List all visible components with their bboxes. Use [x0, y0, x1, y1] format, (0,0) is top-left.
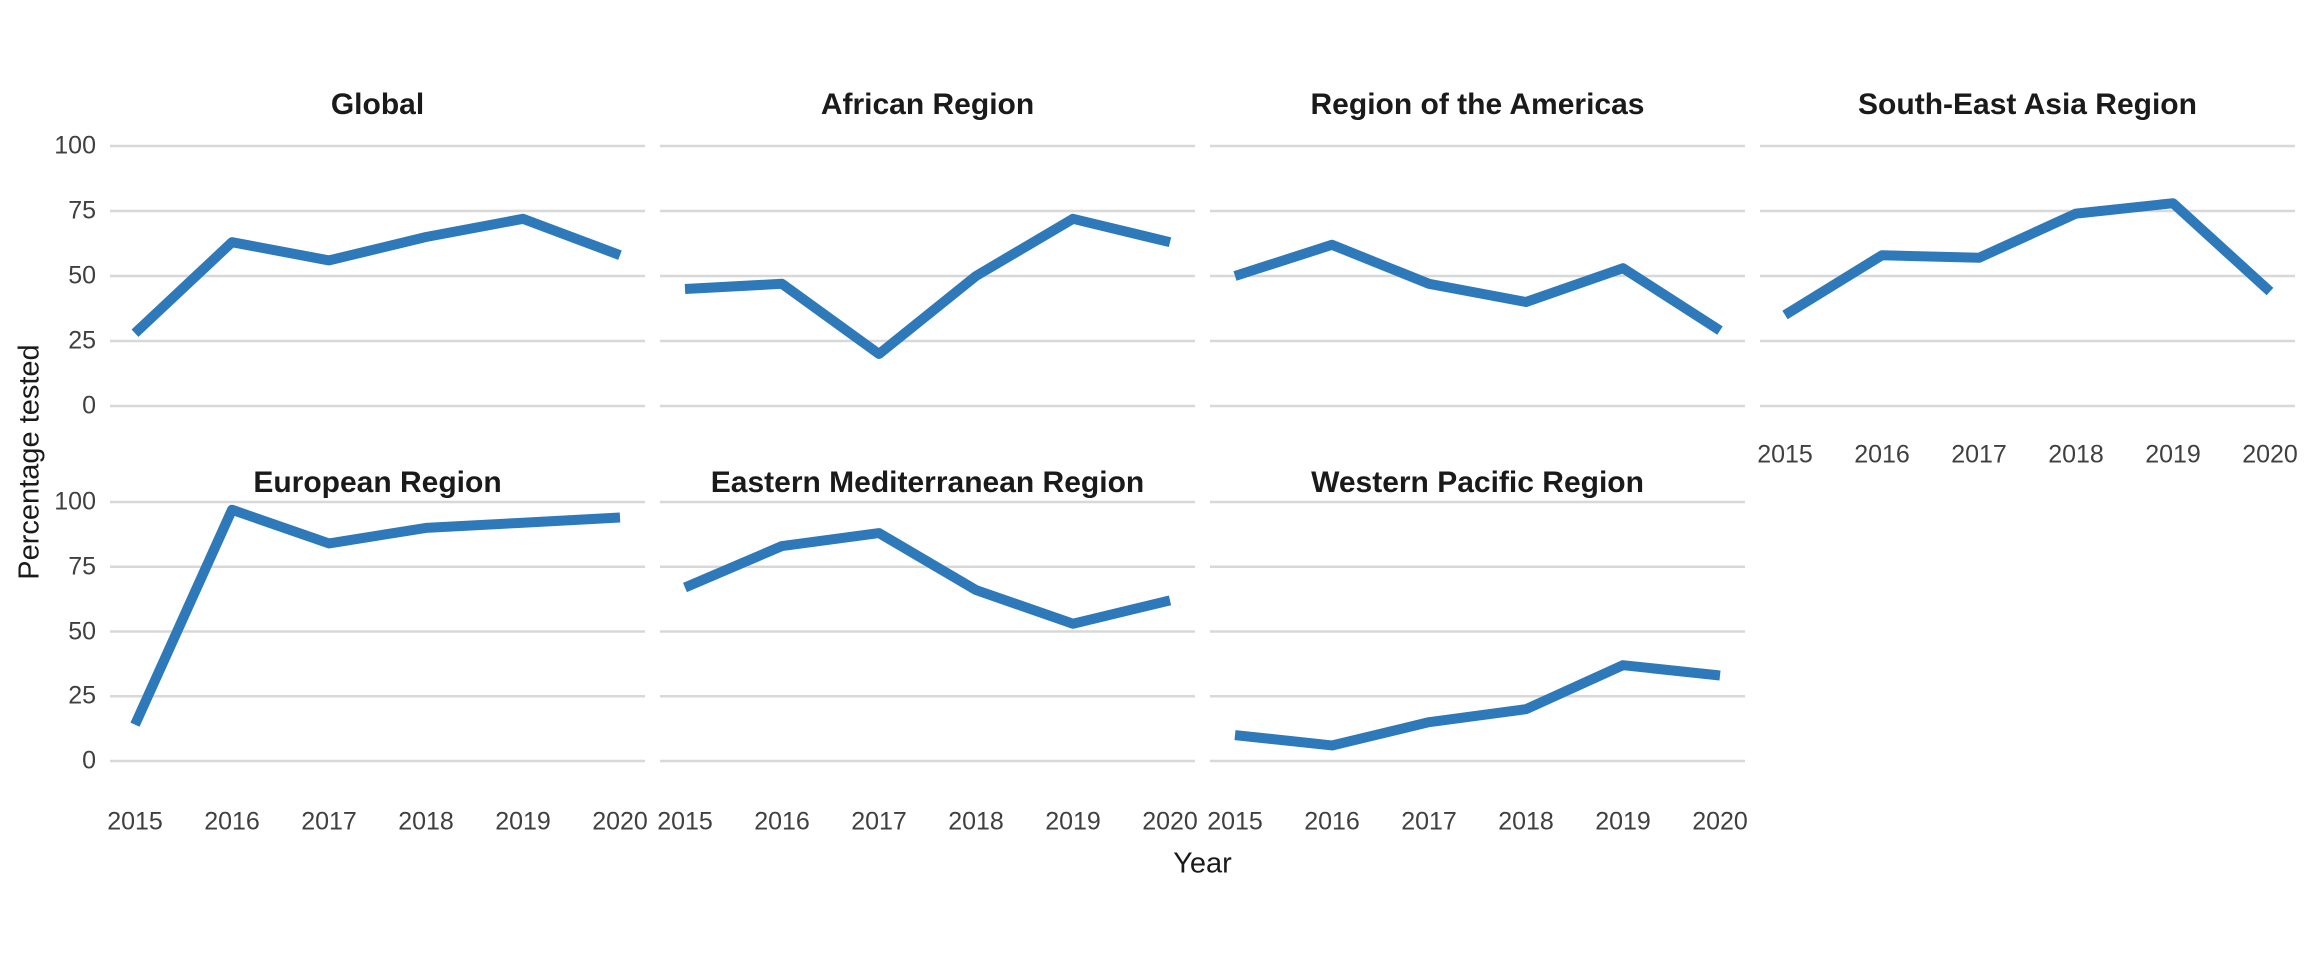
y-tick-label: 50: [68, 261, 96, 290]
x-tick-label: 2016: [1304, 807, 1360, 836]
data-line: [1782, 198, 2274, 320]
x-tick-label: 2018: [948, 807, 1004, 836]
facet-panel: [1210, 144, 1745, 408]
x-tick-label: 2017: [301, 807, 357, 836]
y-axis-title: Percentage tested: [13, 344, 46, 580]
facet-panel: [1760, 144, 2295, 408]
data-line: [684, 213, 1172, 359]
facet-panel: [660, 144, 1195, 408]
gridlines: [110, 500, 645, 763]
x-tick-label: 2018: [398, 807, 454, 836]
y-tick-label: 25: [68, 681, 96, 710]
facet-panel: [1210, 500, 1745, 763]
x-axis-title: Year: [1173, 847, 1232, 880]
x-tick-label: 2020: [592, 807, 648, 836]
gridlines: [660, 144, 1195, 408]
data-line: [683, 528, 1172, 629]
x-tick-label: 2017: [1951, 440, 2007, 469]
facet-panel: [110, 500, 645, 763]
data-line: [131, 213, 622, 337]
x-tick-label: 2015: [107, 807, 163, 836]
facet-title: Global: [330, 88, 425, 121]
y-tick-label: 0: [82, 391, 96, 420]
x-tick-label: 2016: [1854, 440, 1910, 469]
y-tick-label: 100: [54, 487, 96, 516]
y-tick-label: 50: [68, 617, 96, 645]
x-tick-label: 2015: [657, 807, 713, 836]
x-tick-label: 2016: [204, 807, 260, 836]
facet-title: Western Pacific Region: [1311, 466, 1644, 499]
y-tick-label: 25: [68, 326, 96, 355]
x-tick-label: 2019: [1045, 807, 1101, 836]
x-tick-label: 2015: [1757, 440, 1813, 469]
x-tick-label: 2017: [851, 807, 907, 836]
x-tick-label: 2020: [1692, 807, 1748, 836]
x-tick-label: 2018: [2048, 440, 2104, 469]
facet-title: South-East Asia Region: [1858, 88, 2197, 121]
x-tick-label: 2020: [1142, 807, 1198, 836]
y-tick-label: 0: [82, 746, 96, 775]
facet-panel: [660, 500, 1195, 763]
facet-title: Region of the Americas: [1310, 88, 1645, 121]
x-tick-label: 2019: [2145, 440, 2201, 469]
x-tick-label: 2019: [1595, 807, 1651, 836]
y-tick-label: 75: [68, 196, 96, 225]
y-tick-label: 100: [54, 131, 96, 160]
y-tick-label: 75: [68, 552, 96, 581]
gridlines: [660, 500, 1195, 763]
gridlines: [1210, 144, 1745, 408]
x-tick-label: 2020: [2242, 440, 2298, 469]
facet-panel: [110, 144, 645, 408]
data-line: [130, 504, 621, 727]
facet-title: Eastern Mediterranean Region: [710, 466, 1145, 499]
x-tick-label: 2017: [1401, 807, 1457, 836]
x-tick-label: 2019: [495, 807, 551, 836]
facet-title: European Region: [253, 466, 502, 499]
facet-title: African Region: [820, 88, 1035, 121]
gridlines: [1210, 500, 1745, 763]
x-tick-label: 2018: [1498, 807, 1554, 836]
data-line: [1233, 239, 1723, 335]
x-tick-label: 2015: [1207, 807, 1263, 836]
data-line: [1234, 660, 1721, 751]
x-tick-label: 2016: [754, 807, 810, 836]
